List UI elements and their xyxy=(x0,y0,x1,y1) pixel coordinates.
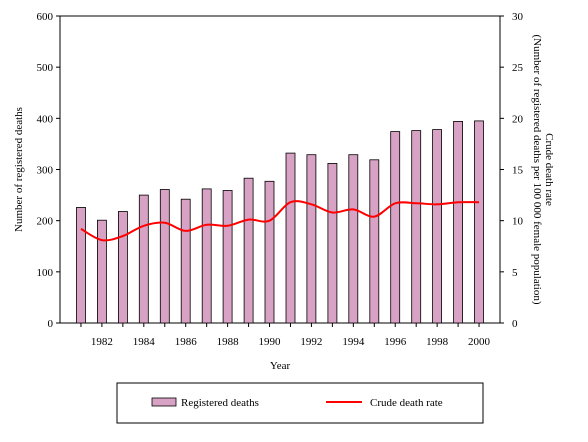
bar-1991 xyxy=(285,152,296,324)
x-tick-label: 1984 xyxy=(133,336,156,348)
y2-tick-label: 15 xyxy=(512,165,524,177)
bar-1987 xyxy=(201,188,212,324)
bar-1998 xyxy=(432,129,443,324)
y-tick-label: 200 xyxy=(37,216,54,228)
bar-1994 xyxy=(348,154,359,324)
x-tick-label: 1986 xyxy=(175,336,198,348)
x-tick-label: 1988 xyxy=(217,336,240,348)
x-tick-label: 2000 xyxy=(468,336,491,348)
crude-death-rate-line xyxy=(80,200,480,242)
bar-1989 xyxy=(243,177,254,324)
x-tick-label: 1990 xyxy=(259,336,282,348)
y2-tick-label: 0 xyxy=(512,318,518,330)
legend-box xyxy=(116,382,484,424)
bar-1996 xyxy=(390,131,401,324)
y2-tick-label: 10 xyxy=(512,216,524,228)
y-tick-label: 400 xyxy=(37,113,54,125)
bar-1981 xyxy=(76,206,86,324)
y-tick-label: 0 xyxy=(48,318,54,330)
bar-1992 xyxy=(306,154,317,324)
bar-1993 xyxy=(327,162,338,324)
x-tick-label: 1992 xyxy=(300,336,322,348)
x-axis-title: Year xyxy=(270,360,291,372)
bar-1990 xyxy=(264,180,275,324)
y2-tick-label: 25 xyxy=(512,62,524,74)
y2-tick-label: 30 xyxy=(512,11,524,23)
bar-1984 xyxy=(138,194,149,324)
y2-tick-label: 5 xyxy=(512,267,518,279)
x-tick-label: 1998 xyxy=(426,336,449,348)
y2-tick-label: 20 xyxy=(512,113,524,125)
x-tick-label: 1996 xyxy=(384,336,407,348)
legend-label-registered-deaths: Registered deaths xyxy=(181,397,259,409)
bar-1985 xyxy=(159,189,170,324)
y-tick-label: 100 xyxy=(37,267,54,279)
x-tick-label: 1982 xyxy=(91,336,113,348)
bar-1995 xyxy=(369,159,380,324)
bar-1982 xyxy=(97,219,107,324)
y2-axis-title-line2: (Number of registered deaths per 100 000… xyxy=(531,34,543,304)
legend: Registered deaths Crude death rate xyxy=(116,382,484,424)
x-tick-label: 1994 xyxy=(342,336,365,348)
bar-1988 xyxy=(222,190,233,324)
bar-1986 xyxy=(180,198,191,324)
bar-1997 xyxy=(411,130,422,324)
plot-area xyxy=(59,15,501,324)
bar-1983 xyxy=(118,211,128,324)
y-axis-title: Number of registered deaths xyxy=(13,107,25,232)
y-tick-label: 300 xyxy=(37,165,54,177)
y-tick-label: 500 xyxy=(37,62,54,74)
bar-2000 xyxy=(474,120,484,324)
bar-1999 xyxy=(453,121,464,324)
y-tick-label: 600 xyxy=(37,11,54,23)
y2-axis-title-line1: Crude death rate xyxy=(543,133,555,206)
axes: 0 100 200 300 400 500 600 0 5 10 15 20 25 30 1982 1984 1… xyxy=(37,11,524,348)
legend-swatch-registered-deaths xyxy=(151,397,177,407)
legend-label-crude-death-rate: Crude death rate xyxy=(370,397,443,409)
